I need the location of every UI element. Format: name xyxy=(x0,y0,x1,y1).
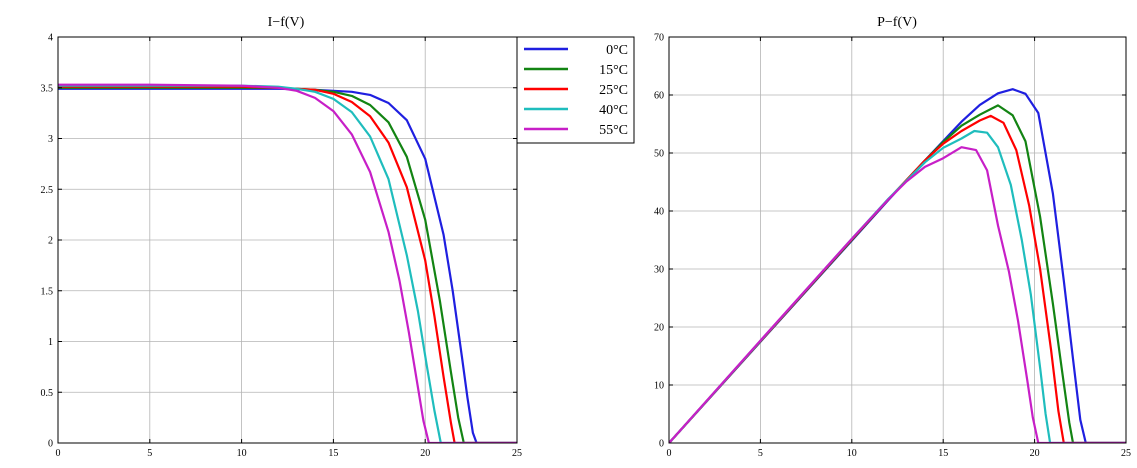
y-tick-label: 30 xyxy=(654,265,664,276)
legend-label: 0°C xyxy=(606,43,628,58)
x-tick-label: 25 xyxy=(1121,448,1131,459)
x-tick-label: 10 xyxy=(237,448,247,459)
y-tick-label: 0 xyxy=(659,439,664,450)
x-tick-label: 5 xyxy=(147,448,152,459)
plot-frame xyxy=(668,36,1127,444)
legend-label: 25°C xyxy=(599,83,628,98)
x-tick-label: 25 xyxy=(512,448,522,459)
legend-label: 55°C xyxy=(599,123,628,138)
y-tick-label: 0 xyxy=(48,439,53,450)
x-tick-label: 5 xyxy=(758,448,763,459)
legend-label: 15°C xyxy=(599,63,628,78)
x-tick-label: 15 xyxy=(328,448,338,459)
x-tick-label: 20 xyxy=(1030,448,1040,459)
y-tick-label: 0.5 xyxy=(41,388,54,399)
series-group xyxy=(58,83,517,443)
y-tick-label: 70 xyxy=(654,33,664,44)
chart-power-voltage: P−f(V) 0 5 10 15 20 25 0 10 20 30 40 50 60 70 xyxy=(654,15,1131,459)
y-tick-label: 1.5 xyxy=(41,286,54,297)
y-tick-label: 4 xyxy=(48,33,53,44)
y-tick-label: 60 xyxy=(654,91,664,102)
y-tick-label: 10 xyxy=(654,381,664,392)
x-tick-label: 10 xyxy=(847,448,857,459)
y-tick-label: 2 xyxy=(48,236,53,247)
chart-title: P−f(V) xyxy=(877,15,917,30)
tick-group: 0 5 10 15 20 25 0 0.5 1 1.5 2 2.5 3 3.5 4 xyxy=(41,33,523,460)
chart-title: I−f(V) xyxy=(268,15,305,30)
x-tick-label: 0 xyxy=(667,448,672,459)
series-line-55C xyxy=(669,146,1126,443)
x-tick-label: 20 xyxy=(420,448,430,459)
legend-entries: 0°C 15°C 25°C 40°C 55°C xyxy=(524,43,628,138)
x-tick-label: 0 xyxy=(56,448,61,459)
chart-current-voltage: I−f(V) 0 5 10 15 20 25 0 0.5 1 1.5 2 2.5 3 3.5 4 xyxy=(41,15,523,459)
series-group xyxy=(669,88,1126,443)
y-tick-label: 40 xyxy=(654,207,664,218)
x-tick-label: 15 xyxy=(938,448,948,459)
y-tick-label: 50 xyxy=(654,149,664,160)
y-tick-label: 3 xyxy=(48,134,53,145)
series-line-55C xyxy=(58,83,517,443)
legend: 0°C 15°C 25°C 40°C 55°C xyxy=(516,36,635,144)
y-tick-label: 2.5 xyxy=(41,185,54,196)
y-tick-label: 3.5 xyxy=(41,83,54,94)
legend-label: 40°C xyxy=(599,103,628,118)
tick-group: 0 5 10 15 20 25 0 10 20 30 40 50 60 70 xyxy=(654,33,1131,460)
y-tick-label: 20 xyxy=(654,323,664,334)
y-tick-label: 1 xyxy=(48,337,53,348)
